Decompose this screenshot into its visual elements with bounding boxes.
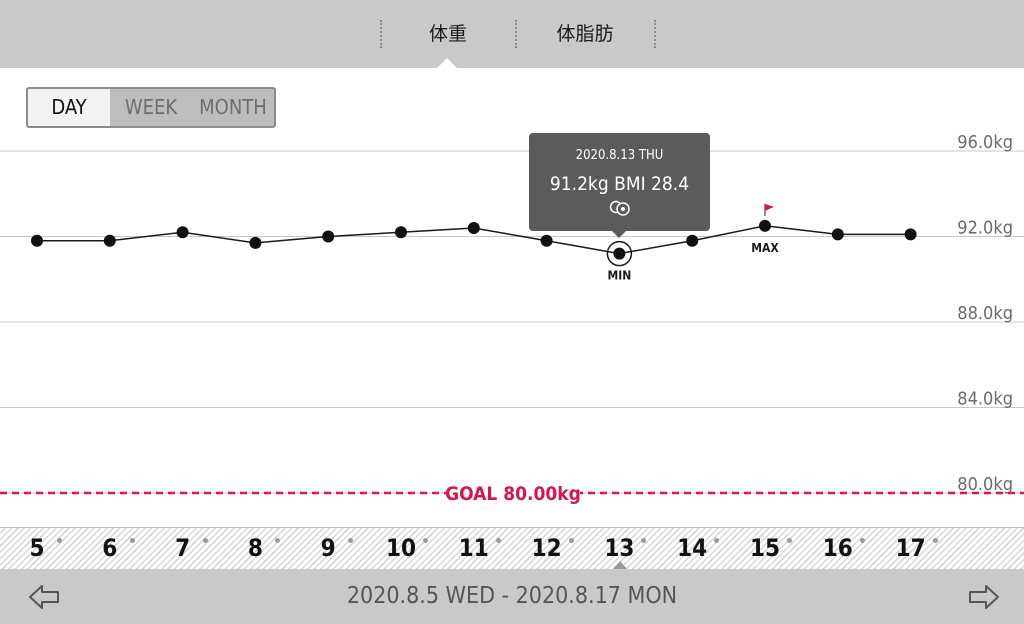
view-mode-day-button[interactable]: DAY xyxy=(28,89,110,126)
min-marker-group: MIN xyxy=(606,240,633,283)
data-point-day-13[interactable] xyxy=(613,247,626,260)
data-point-day-5[interactable] xyxy=(31,234,43,247)
y-tick-label: 88.0kg xyxy=(957,303,1013,324)
day-label-12[interactable]: 12 xyxy=(531,534,562,562)
data-point-day-9[interactable] xyxy=(322,230,335,243)
day-label-15[interactable]: 15 xyxy=(749,534,781,562)
y-tick-label: 84.0kg xyxy=(957,389,1013,410)
goal-label-background xyxy=(446,481,580,505)
day-label-6[interactable]: 6 xyxy=(102,534,118,562)
day-tick-dot xyxy=(932,538,938,543)
tooltip-date: 2020.8.13 THU xyxy=(575,148,664,163)
day-tick-dot xyxy=(714,538,720,543)
tab-weight[interactable]: 体重 xyxy=(428,23,467,45)
day-tick-dot xyxy=(57,538,62,543)
data-point-day-16[interactable] xyxy=(831,228,844,241)
day-tick-dot xyxy=(129,538,135,543)
arrow-right-icon[interactable] xyxy=(968,582,1000,612)
day-label-17[interactable]: 17 xyxy=(895,534,926,562)
min-label: MIN xyxy=(608,269,632,283)
y-tick-label: 80.0kg xyxy=(957,474,1013,495)
weight-data-points xyxy=(31,219,917,260)
data-point-day-17[interactable] xyxy=(904,228,917,241)
day-label-11[interactable]: 11 xyxy=(458,534,489,562)
active-tab-indicator xyxy=(437,58,457,68)
selected-day-indicator xyxy=(613,561,627,569)
data-point-day-14[interactable] xyxy=(686,234,699,247)
data-point-day-8[interactable] xyxy=(249,236,262,249)
day-tick-dot xyxy=(495,538,501,543)
day-label-7[interactable]: 7 xyxy=(175,534,191,562)
data-point-day-7[interactable] xyxy=(176,226,189,239)
day-tick-dot xyxy=(202,538,208,543)
view-mode-month-button[interactable]: MONTH xyxy=(199,95,267,119)
day-axis-strip[interactable] xyxy=(0,527,1024,569)
goal-label: GOAL 80.00kg xyxy=(445,483,581,505)
max-flag-icon xyxy=(764,203,774,216)
day-tick-dot xyxy=(641,538,647,543)
tab-separator xyxy=(515,20,517,48)
max-marker-group: MAX xyxy=(751,203,779,255)
top-tab-bar: 体重 体脂肪 xyxy=(0,0,1024,68)
tab-body-fat[interactable]: 体脂肪 xyxy=(556,23,614,45)
y-tick-label: 92.0kg xyxy=(957,218,1013,239)
tooltip-pointer xyxy=(612,231,626,238)
date-range-label: 2020.8.5 WED - 2020.8.17 MON xyxy=(346,583,678,609)
y-tick-label: 96.0kg xyxy=(957,132,1013,153)
day-tick-dot xyxy=(787,538,792,543)
date-range-bar: 2020.8.5 WED - 2020.8.17 MON xyxy=(0,569,1024,624)
day-label-5[interactable]: 5 xyxy=(29,534,45,562)
arrow-left-icon[interactable] xyxy=(28,582,60,612)
view-mode-selector: DAY WEEK MONTH xyxy=(26,87,276,128)
tab-separator xyxy=(654,20,656,48)
target-icon xyxy=(609,200,630,216)
day-tick-dot xyxy=(859,538,865,543)
day-label-14[interactable]: 14 xyxy=(677,534,708,562)
day-label-9[interactable]: 9 xyxy=(320,534,336,562)
data-point-day-15[interactable] xyxy=(759,219,771,232)
data-point-day-10[interactable] xyxy=(395,226,407,239)
goal-line-group: GOAL 80.00kg xyxy=(0,481,1024,505)
day-label-10[interactable]: 10 xyxy=(385,534,417,562)
data-point-day-11[interactable] xyxy=(467,221,480,234)
selected-point-ring xyxy=(606,240,633,267)
tab-separator xyxy=(380,20,382,48)
weight-line-chart: 80.0kg 84.0kg 88.0kg 92.0kg 96.0kg GOAL 80.0… xyxy=(0,132,1024,505)
day-tick-dot xyxy=(568,538,574,543)
tooltip-value: 91.2kg BMI 28.4 xyxy=(549,173,690,195)
day-label-16[interactable]: 16 xyxy=(822,534,853,562)
data-point-day-6[interactable] xyxy=(103,234,116,247)
y-axis-ticks: 80.0kg 84.0kg 88.0kg 92.0kg 96.0kg xyxy=(957,132,1013,495)
chart-gridlines xyxy=(0,150,1024,494)
view-mode-week-button[interactable]: WEEK xyxy=(124,95,178,119)
day-tick-dot xyxy=(423,538,428,543)
day-tick-dot xyxy=(348,538,354,543)
day-label-13[interactable]: 13 xyxy=(604,534,635,562)
day-label-8[interactable]: 8 xyxy=(247,534,263,562)
selected-point-tooltip: 2020.8.13 THU 91.2kg BMI 28.4 xyxy=(529,133,710,231)
day-tick-dot xyxy=(275,538,281,543)
max-label: MAX xyxy=(751,241,779,255)
data-point-day-12[interactable] xyxy=(540,234,553,247)
